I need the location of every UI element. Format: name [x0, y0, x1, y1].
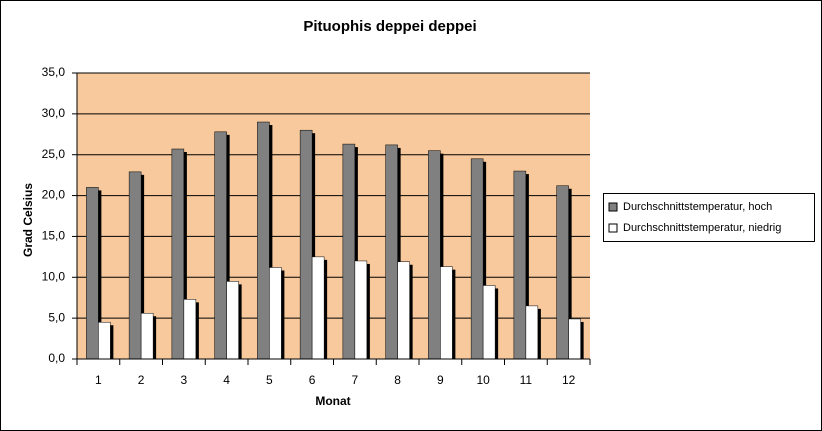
plot-area	[77, 73, 590, 359]
bar	[171, 148, 185, 360]
bar	[299, 129, 313, 360]
y-tick-label: 10,0	[42, 269, 66, 283]
bar	[470, 158, 484, 360]
y-tick-label: 5,0	[48, 310, 65, 324]
x-tick-label: 12	[562, 373, 576, 387]
y-tick-label: 20,0	[42, 188, 66, 202]
x-tick-label: 5	[266, 373, 273, 387]
bar	[140, 312, 154, 360]
x-tick-label: 11	[520, 373, 533, 387]
bar	[128, 171, 142, 360]
legend-swatch	[608, 202, 618, 212]
bar	[226, 281, 239, 360]
bar	[354, 260, 368, 360]
legend-swatch	[608, 223, 618, 233]
y-tick-label: 0,0	[48, 351, 65, 365]
x-tick-label: 7	[352, 373, 359, 387]
bar	[513, 170, 527, 360]
bar	[440, 266, 453, 360]
bar	[482, 285, 496, 360]
bar	[342, 143, 356, 360]
x-tick-label: 10	[476, 373, 490, 387]
bar	[214, 131, 227, 360]
y-tick-label: 30,0	[42, 106, 66, 120]
x-tick-label: 4	[223, 373, 230, 387]
legend-label: Durchschnittstemperatur, niedrig	[623, 222, 781, 234]
bar	[525, 305, 539, 360]
legend-box	[603, 193, 815, 242]
x-tick-label: 9	[437, 373, 444, 387]
y-tick-label: 35,0	[42, 65, 66, 79]
x-tick-label: 1	[95, 373, 102, 387]
x-tick-label: 6	[309, 373, 316, 387]
bar	[556, 185, 569, 360]
bar	[183, 299, 197, 360]
x-tick-label: 2	[138, 373, 145, 387]
bar	[98, 321, 111, 360]
bar	[257, 121, 270, 360]
legend-label: Durchschnittstemperatur, hoch	[623, 201, 772, 213]
chart-title: Pituophis deppei deppei	[303, 18, 476, 35]
bar	[397, 261, 410, 360]
bar	[269, 267, 282, 360]
bar	[385, 144, 398, 360]
y-tick-label: 15,0	[42, 229, 66, 243]
bar	[428, 150, 441, 360]
bar	[568, 318, 581, 360]
bar	[311, 256, 325, 360]
bar	[86, 187, 99, 360]
x-axis-label: Monat	[315, 394, 350, 408]
x-tick-label: 3	[181, 373, 188, 387]
x-tick-label: 8	[394, 373, 401, 387]
y-tick-label: 25,0	[42, 147, 66, 161]
y-axis-label: Grad Celsius	[21, 183, 35, 257]
